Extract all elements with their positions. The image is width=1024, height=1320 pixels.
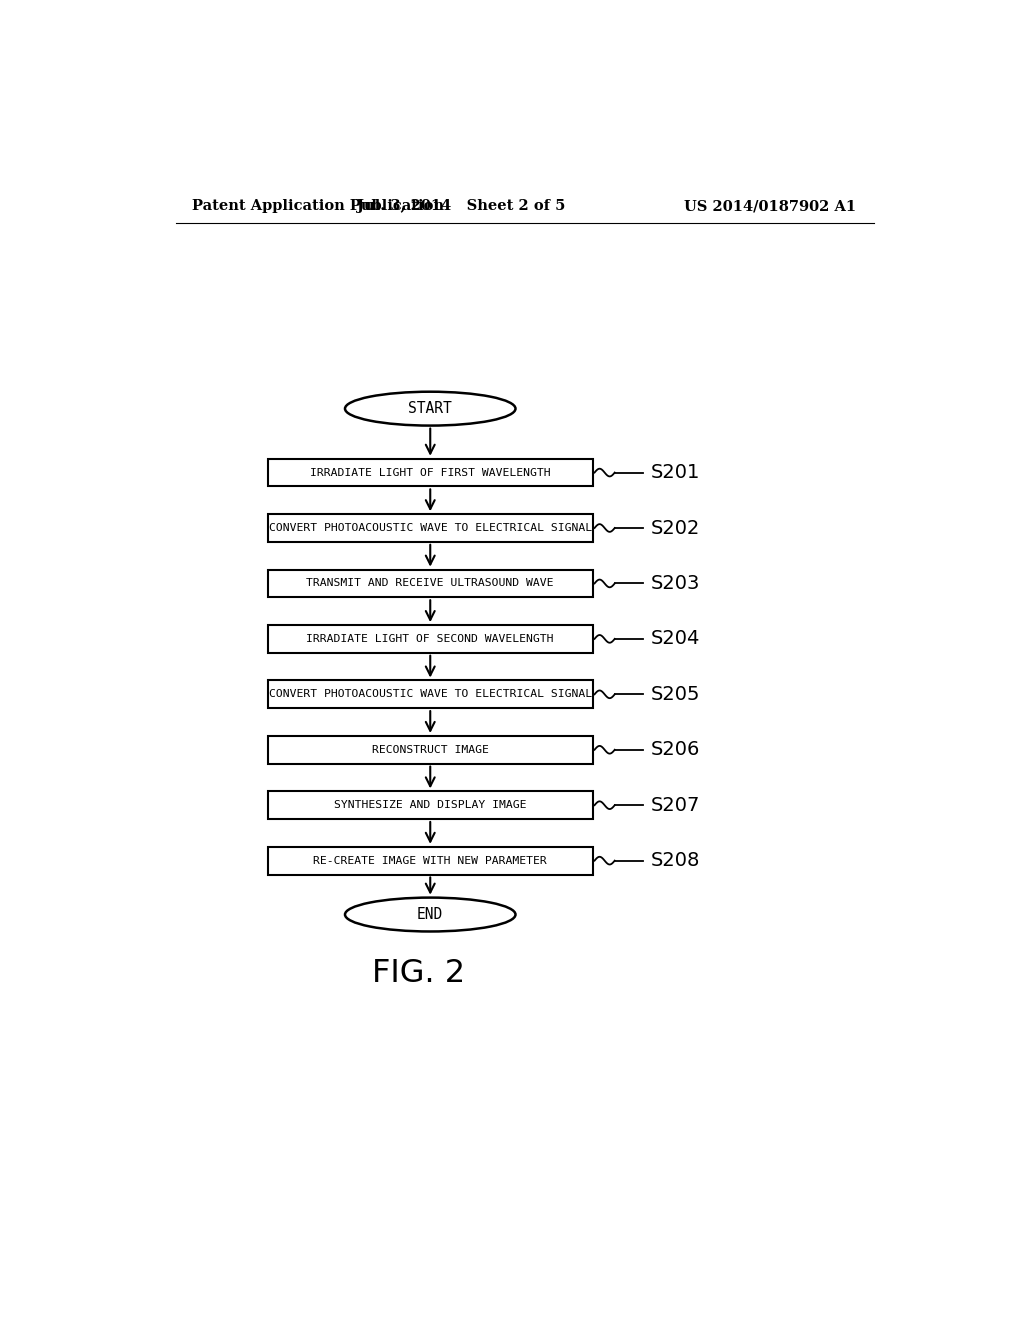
FancyBboxPatch shape	[267, 792, 593, 818]
Text: CONVERT PHOTOACOUSTIC WAVE TO ELECTRICAL SIGNAL: CONVERT PHOTOACOUSTIC WAVE TO ELECTRICAL…	[268, 523, 592, 533]
Text: Patent Application Publication: Patent Application Publication	[191, 199, 443, 213]
Text: S203: S203	[651, 574, 700, 593]
FancyBboxPatch shape	[267, 737, 593, 763]
Text: FIG. 2: FIG. 2	[372, 958, 465, 989]
Text: TRANSMIT AND RECEIVE ULTRASOUND WAVE: TRANSMIT AND RECEIVE ULTRASOUND WAVE	[306, 578, 554, 589]
FancyBboxPatch shape	[267, 626, 593, 653]
Text: S205: S205	[651, 685, 700, 704]
Text: S202: S202	[651, 519, 700, 537]
Text: CONVERT PHOTOACOUSTIC WAVE TO ELECTRICAL SIGNAL: CONVERT PHOTOACOUSTIC WAVE TO ELECTRICAL…	[268, 689, 592, 700]
Text: RE-CREATE IMAGE WITH NEW PARAMETER: RE-CREATE IMAGE WITH NEW PARAMETER	[313, 855, 547, 866]
FancyBboxPatch shape	[267, 847, 593, 875]
FancyBboxPatch shape	[267, 459, 593, 487]
FancyBboxPatch shape	[267, 681, 593, 708]
Text: END: END	[417, 907, 443, 923]
FancyBboxPatch shape	[267, 570, 593, 598]
FancyBboxPatch shape	[267, 515, 593, 543]
Text: S201: S201	[651, 463, 700, 482]
Ellipse shape	[345, 898, 515, 932]
Text: US 2014/0187902 A1: US 2014/0187902 A1	[684, 199, 856, 213]
Text: START: START	[409, 401, 453, 416]
Text: S208: S208	[651, 851, 700, 870]
Text: S207: S207	[651, 796, 700, 814]
Ellipse shape	[345, 392, 515, 425]
Text: IRRADIATE LIGHT OF FIRST WAVELENGTH: IRRADIATE LIGHT OF FIRST WAVELENGTH	[310, 467, 551, 478]
Text: S206: S206	[651, 741, 700, 759]
Text: IRRADIATE LIGHT OF SECOND WAVELENGTH: IRRADIATE LIGHT OF SECOND WAVELENGTH	[306, 634, 554, 644]
Text: S204: S204	[651, 630, 700, 648]
Text: Jul. 3, 2014   Sheet 2 of 5: Jul. 3, 2014 Sheet 2 of 5	[357, 199, 565, 213]
Text: SYNTHESIZE AND DISPLAY IMAGE: SYNTHESIZE AND DISPLAY IMAGE	[334, 800, 526, 810]
Text: RECONSTRUCT IMAGE: RECONSTRUCT IMAGE	[372, 744, 488, 755]
